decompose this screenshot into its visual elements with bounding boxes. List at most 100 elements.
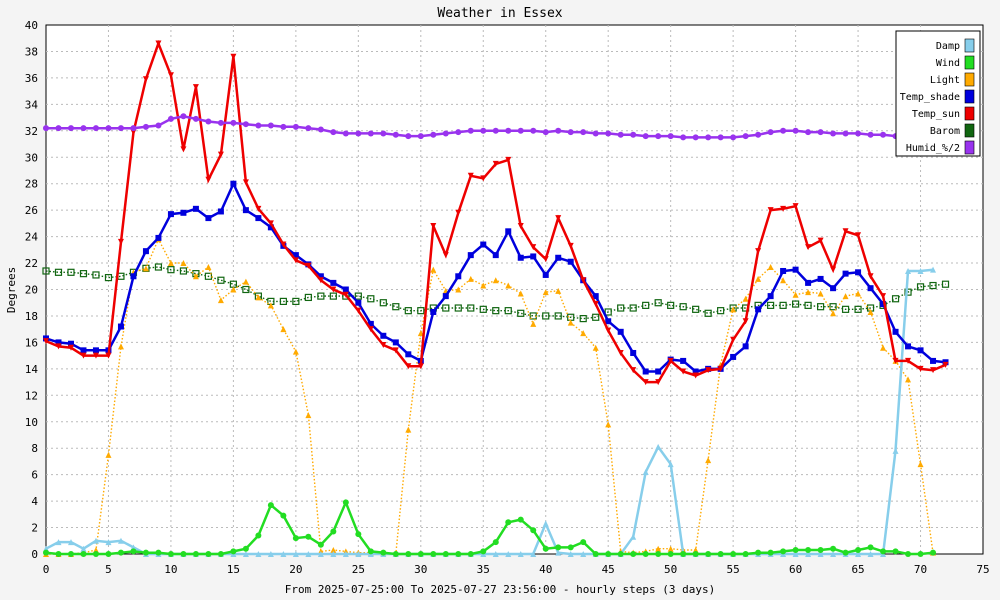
- data-point: [342, 499, 349, 506]
- x-tick-label: 45: [602, 563, 615, 576]
- data-point: [417, 363, 424, 370]
- data-point: [555, 127, 562, 134]
- data-point: [642, 301, 650, 309]
- data-point: [92, 271, 100, 279]
- data-point: [667, 357, 674, 364]
- data-point: [517, 254, 524, 261]
- data-point: [192, 273, 199, 280]
- data-point: [355, 299, 362, 306]
- data-point: [755, 275, 762, 282]
- data-point: [841, 305, 850, 313]
- data-point: [542, 271, 549, 278]
- data-point: [517, 309, 525, 317]
- y-tick-label: 8: [31, 442, 38, 455]
- data-point: [180, 113, 187, 120]
- data-point: [629, 304, 637, 312]
- data-point: [205, 176, 212, 183]
- x-tick-label: 40: [539, 563, 552, 576]
- data-point: [455, 551, 462, 557]
- data-point: [717, 134, 724, 141]
- data-point: [80, 125, 87, 132]
- data-point: [367, 295, 375, 303]
- data-point: [530, 127, 537, 134]
- data-point: [80, 551, 87, 557]
- data-point: [217, 119, 224, 126]
- data-point: [705, 367, 712, 374]
- y-tick-label: 4: [31, 495, 38, 508]
- data-point: [805, 289, 812, 296]
- data-point: [242, 121, 249, 128]
- data-point: [792, 551, 799, 557]
- data-point: [592, 551, 599, 557]
- data-point: [442, 293, 449, 300]
- data-point: [692, 372, 699, 379]
- legend-swatch: [964, 106, 975, 121]
- data-point: [892, 328, 899, 335]
- data-point: [917, 551, 924, 557]
- data-point: [192, 205, 199, 212]
- data-point: [342, 551, 349, 557]
- data-point: [730, 134, 737, 141]
- y-tick-label: 28: [25, 178, 38, 191]
- data-point: [205, 551, 212, 557]
- data-point: [530, 320, 537, 327]
- data-point: [230, 53, 237, 60]
- data-point: [342, 130, 349, 137]
- data-point: [367, 326, 374, 333]
- data-point: [105, 551, 112, 557]
- data-point: [92, 551, 99, 557]
- series-temp-sun: [43, 39, 949, 386]
- x-tick-label: 60: [789, 563, 802, 576]
- data-point: [555, 544, 562, 551]
- y-tick-label: 0: [31, 548, 38, 561]
- data-point: [442, 252, 449, 259]
- data-point: [805, 547, 812, 554]
- data-point: [205, 264, 212, 271]
- data-point: [205, 118, 212, 125]
- data-point: [642, 551, 649, 557]
- data-point: [167, 551, 174, 557]
- data-point: [617, 349, 624, 356]
- data-point: [67, 539, 74, 546]
- data-point: [805, 279, 812, 286]
- data-point: [280, 241, 287, 248]
- data-point: [55, 539, 62, 546]
- data-point: [830, 545, 837, 552]
- data-point: [855, 290, 862, 297]
- data-point: [367, 130, 374, 137]
- data-point: [92, 125, 99, 132]
- data-point: [55, 551, 62, 557]
- data-point: [167, 115, 174, 122]
- data-point: [105, 352, 112, 359]
- data-point: [455, 273, 462, 280]
- data-point: [817, 129, 824, 136]
- data-point: [755, 131, 762, 138]
- legend-swatch: [964, 72, 975, 87]
- data-point: [917, 461, 924, 468]
- data-point: [855, 232, 862, 239]
- x-tick-label: 55: [727, 563, 740, 576]
- data-point: [517, 516, 524, 523]
- data-point: [504, 307, 512, 315]
- legend-swatch: [964, 123, 975, 138]
- data-point: [217, 551, 224, 557]
- data-point: [867, 551, 874, 557]
- data-point: [580, 551, 587, 557]
- data-point: [92, 352, 99, 359]
- data-point: [117, 125, 124, 132]
- data-point: [830, 310, 837, 317]
- data-point: [43, 549, 49, 556]
- data-point: [905, 267, 912, 274]
- data-point: [842, 228, 849, 235]
- data-point: [467, 127, 474, 134]
- series-humid-2: [43, 113, 937, 141]
- data-point: [630, 349, 637, 356]
- data-point: [855, 547, 862, 554]
- data-point: [405, 351, 412, 358]
- data-point: [80, 545, 87, 552]
- data-point: [780, 267, 787, 274]
- data-point: [392, 347, 399, 354]
- data-point: [555, 287, 562, 294]
- data-point: [905, 551, 912, 557]
- data-point: [880, 131, 887, 138]
